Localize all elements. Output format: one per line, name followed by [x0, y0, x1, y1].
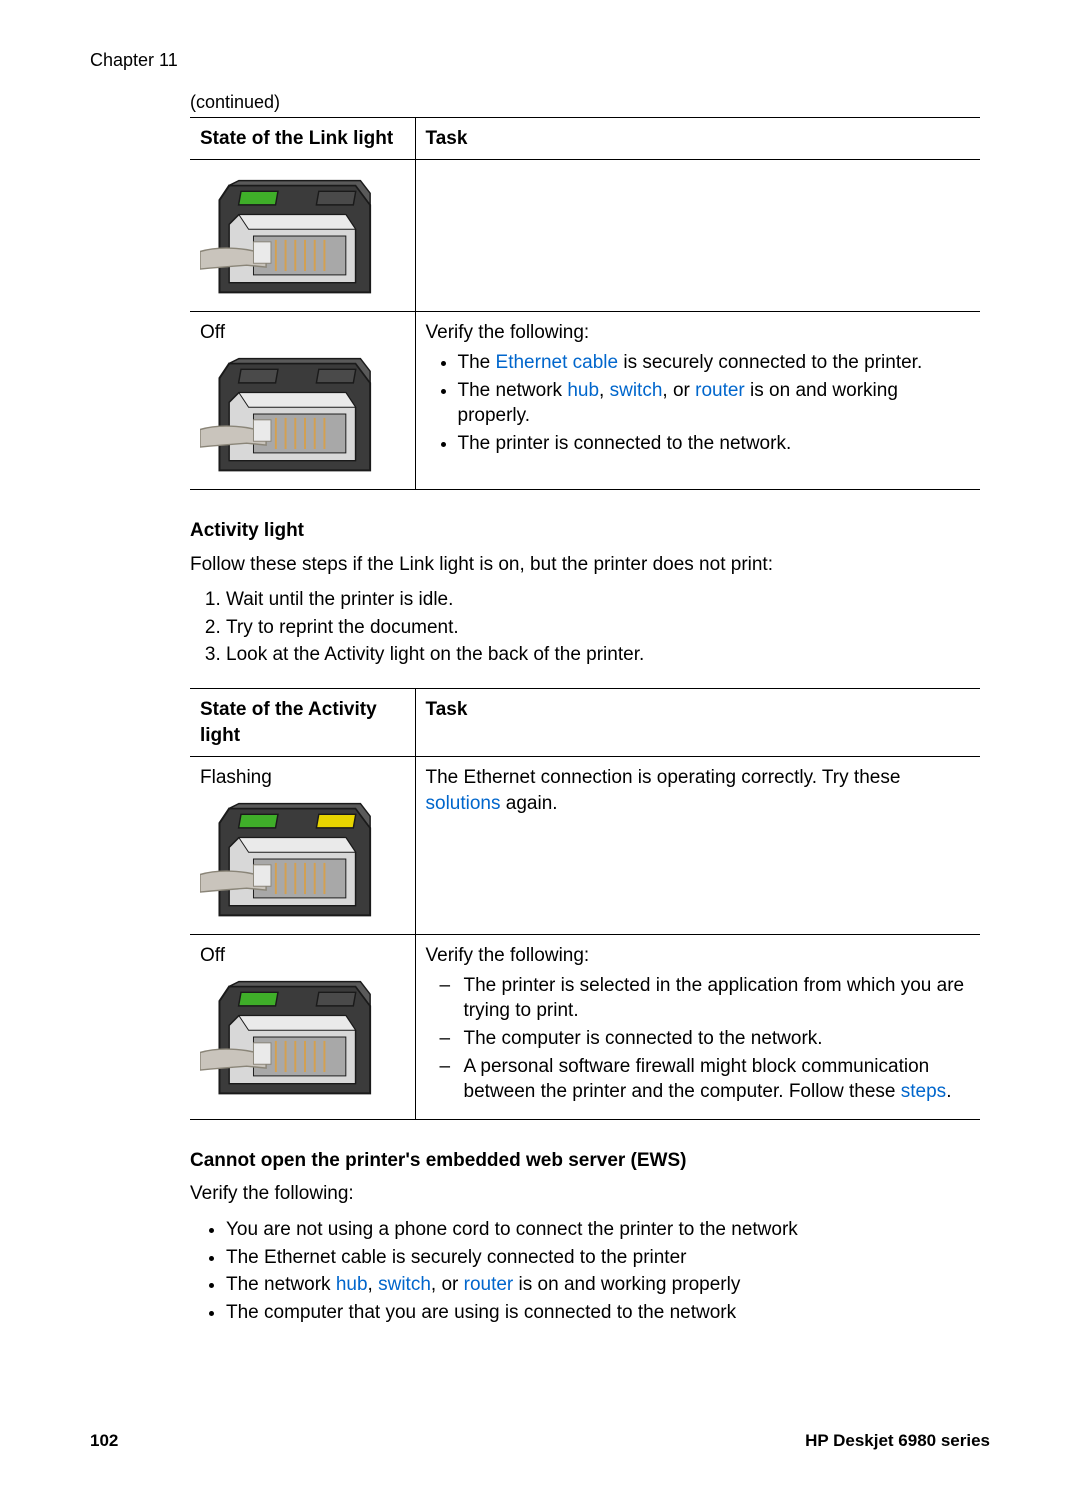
t1-b2: The network hub, switch, or router is on… [458, 378, 971, 429]
t1-b3: The printer is connected to the network. [458, 431, 971, 457]
hub-link-2[interactable]: hub [336, 1274, 368, 1295]
router-link[interactable]: router [695, 380, 745, 401]
t2-row2-state-label: Off [200, 945, 225, 966]
ews-b1: You are not using a phone cord to connec… [226, 1217, 950, 1243]
t2-d2: The computer is connected to the network… [440, 1026, 971, 1052]
activity-steps: Wait until the printer is idle. Try to r… [190, 587, 950, 668]
activity-heading: Activity light [190, 518, 990, 544]
t1-row2-task: Verify the following: The Ethernet cable… [415, 312, 980, 490]
t2-header-task: Task [415, 689, 980, 757]
hub-link[interactable]: hub [567, 380, 599, 401]
t1-row1-task [415, 160, 980, 312]
ethernet-cable-link[interactable]: Ethernet cable [496, 352, 619, 373]
t1-row2-state-label: Off [200, 322, 225, 343]
t2-row1-state-label: Flashing [200, 767, 272, 788]
solutions-link[interactable]: solutions [426, 793, 501, 814]
activity-light-table: State of the Activity light Task Flashin… [190, 688, 980, 1120]
t2-row1-state: Flashing [190, 757, 415, 935]
switch-link[interactable]: switch [610, 380, 663, 401]
t2-row1-task: The Ethernet connection is operating cor… [415, 757, 980, 935]
step-2: Try to reprint the document. [226, 615, 950, 641]
series-label: HP Deskjet 6980 series [805, 1430, 990, 1453]
t1-row2-state: Off [190, 312, 415, 490]
t2-d3: A personal software firewall might block… [440, 1054, 971, 1105]
t1-b1: The Ethernet cable is securely connected… [458, 350, 971, 376]
ethernet-port-icon [200, 352, 375, 477]
activity-intro: Follow these steps if the Link light is … [190, 552, 980, 578]
t2-d1: The printer is selected in the applicati… [440, 973, 971, 1024]
continued-label: (continued) [190, 90, 990, 114]
ews-heading: Cannot open the printer's embedded web s… [190, 1148, 990, 1174]
ews-b2: The Ethernet cable is securely connected… [226, 1245, 950, 1271]
ethernet-port-icon [200, 975, 375, 1100]
link-light-table: State of the Link light Task Off Verify … [190, 117, 980, 490]
chapter-label: Chapter 11 [90, 48, 990, 72]
switch-link-2[interactable]: switch [378, 1274, 431, 1295]
t1-header-task: Task [415, 117, 980, 160]
t1-row2-intro: Verify the following: [426, 322, 590, 343]
ews-intro: Verify the following: [190, 1181, 980, 1207]
page-footer: 102 HP Deskjet 6980 series [90, 1430, 990, 1453]
t2-row2-intro: Verify the following: [426, 945, 590, 966]
ews-b4: The computer that you are using is conne… [226, 1300, 950, 1326]
t2-row2-state: Off [190, 935, 415, 1120]
ethernet-port-icon [200, 174, 375, 299]
t2-header-state: State of the Activity light [190, 689, 415, 757]
page-number: 102 [90, 1430, 118, 1453]
t2-row2-task: Verify the following: The printer is sel… [415, 935, 980, 1120]
t1-row1-state [190, 160, 415, 312]
t1-header-state: State of the Link light [190, 117, 415, 160]
ews-bullets: You are not using a phone cord to connec… [190, 1217, 950, 1326]
ews-b3: The network hub, switch, or router is on… [226, 1272, 950, 1298]
router-link-2[interactable]: router [464, 1274, 514, 1295]
steps-link[interactable]: steps [901, 1081, 946, 1102]
step-1: Wait until the printer is idle. [226, 587, 950, 613]
ethernet-port-icon [200, 797, 375, 922]
step-3: Look at the Activity light on the back o… [226, 642, 950, 668]
